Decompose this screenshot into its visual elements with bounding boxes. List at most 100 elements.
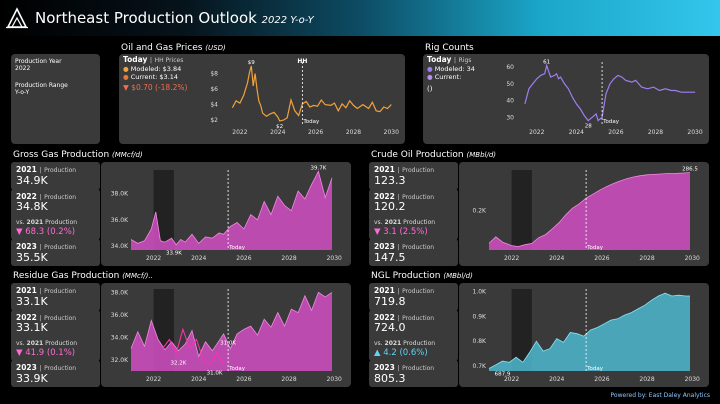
prices-current-row: ● Current: $3.14 xyxy=(123,73,187,81)
crude_oil-change-arrow-icon: ▼ xyxy=(374,227,381,237)
crude_oil-2022-prod-label: Production xyxy=(402,194,435,201)
header-bar: Northeast Production Outlook 2022 Y-o-Y xyxy=(0,0,720,36)
rigs-chart[interactable]: 30 40 50 60 2022 2024 2026 2028 2030 Today 61 28 xyxy=(503,56,707,142)
crude_oil-chart[interactable]: 0.2K 2022 2024 2026 2028 2030 Today 286.5 xyxy=(461,164,707,264)
prices-line xyxy=(231,65,392,122)
gross_gas-2022-header: 2022 | Production xyxy=(16,192,77,201)
ngl-2022-header: 2022 | Production xyxy=(374,313,435,322)
crude_oil-2023-year: 2023 xyxy=(374,242,395,251)
production-year-value: 2022 xyxy=(15,65,31,72)
crude_oil-ytick-label: 0.2K xyxy=(473,207,488,214)
production-year-filter[interactable]: Production Year 2022 xyxy=(15,58,62,72)
ngl-chart[interactable]: 0.7K 0.8K 0.9K 1.0K 2022 2024 2026 2028 2030 Toda… xyxy=(461,285,707,385)
gross_gas-annotation: 33.9K xyxy=(166,250,182,256)
ngl-unit: (MBbl/d) xyxy=(443,272,473,280)
gross_gas-chart[interactable]: 34.0K 36.0K 38.0K 2022 2024 2026 2028 2030 Today… xyxy=(103,164,349,264)
current-dot-icon: ● xyxy=(123,73,129,81)
residue_gas-xtick-label: 2026 xyxy=(236,376,251,383)
rigs-current: Current: xyxy=(434,73,462,81)
crude_oil-2021-card: 2021 | Production 123.3 xyxy=(369,162,458,190)
gross_gas-title: Gross Gas Production xyxy=(13,150,110,160)
ngl-2021-card: 2021 | Production 719.8 xyxy=(369,283,458,311)
ngl-2023-prod-label: Production xyxy=(402,365,435,372)
gross_gas-2022-card: 2022 | Production 34.8K vs. 2021 Product… xyxy=(11,189,100,240)
prices-ytick-label: $2 xyxy=(210,117,218,124)
prices-legend: Today | HH Prices ● Modeled: $3.84 ● Cur… xyxy=(123,56,187,92)
gross_gas-vs-prefix: vs. xyxy=(16,219,25,226)
production-range-filter[interactable]: Production Range Y-o-Y xyxy=(15,82,68,96)
residue_gas-2022-year: 2022 xyxy=(16,313,37,322)
gross_gas-2022-value: 34.8K xyxy=(16,200,48,213)
gross_gas-xtick-label: 2026 xyxy=(236,255,251,262)
residue_gas-vs-year: 2021 xyxy=(26,340,44,347)
rigs-panel: Today | Rigs ● Modeled: 34 ● Current: ()… xyxy=(423,54,709,144)
ngl-2021-value: 719.8 xyxy=(374,295,406,308)
prices-section-title: Oil and Gas Prices (USD) xyxy=(121,43,226,54)
prices-today-label: Today xyxy=(123,55,148,64)
prices-series-label: HH Prices xyxy=(154,57,184,64)
crude_oil-chart-panel: 0.2K 2022 2024 2026 2028 2030 Today 286.5 xyxy=(459,162,709,266)
prices-modeled: Modeled: $3.84 xyxy=(130,65,182,73)
crude_oil-title: Crude Oil Production xyxy=(371,150,464,160)
crude_oil-today-tag: Today xyxy=(586,245,604,251)
prices-xtick-label: 2026 xyxy=(308,129,323,136)
prices-unit: (USD) xyxy=(205,44,226,52)
ngl-2023-card: 2023 | Production 805.3 xyxy=(369,360,458,387)
gross_gas-line xyxy=(130,170,333,246)
residue_gas-2021-prod-label: Production xyxy=(44,288,77,295)
modeled-dot-icon: ● xyxy=(123,65,129,73)
down-arrow-icon: ▼ xyxy=(123,83,129,92)
gross_gas-2022-prod-label: Production xyxy=(44,194,77,201)
residue_gas-annotation: 31.0K xyxy=(207,371,223,377)
crude_oil-change-row: ▼ 3.1 (2.5%) xyxy=(374,227,428,237)
crude_oil-annotation: 286.5 xyxy=(682,167,698,173)
gross_gas-xtick-label: 2022 xyxy=(146,255,161,262)
residue_gas-ytick-label: 36.0K xyxy=(111,312,129,319)
ngl-ytick-label: 1.0K xyxy=(473,288,488,295)
gross_gas-annotation: 39.7K xyxy=(310,165,326,171)
ngl-change-arrow-icon: ▲ xyxy=(374,348,381,358)
prices-today-tag: Today xyxy=(302,119,320,125)
residue_gas-secondary-line xyxy=(162,327,225,366)
prices-modeled-row: ● Modeled: $3.84 xyxy=(123,65,187,73)
residue_gas-xtick-label: 2030 xyxy=(327,376,342,383)
ngl-2021-year: 2021 xyxy=(374,286,395,295)
residue_gas-2023-header: 2023 | Production xyxy=(16,363,77,372)
rigs-modeled: Modeled: 34 xyxy=(434,65,475,73)
rigs-today-label: Today xyxy=(427,55,452,64)
crude_oil-shade-region xyxy=(511,170,532,250)
residue_gas-chart[interactable]: 32.0K 34.0K 36.0K 38.0K 2022 2024 2026 2028 2030… xyxy=(103,285,349,385)
ngl-line xyxy=(488,292,690,369)
ngl-title: NGL Production xyxy=(371,271,441,281)
ngl-area xyxy=(489,293,690,371)
crude_oil-2023-value: 147.5 xyxy=(374,251,406,264)
residue_gas-line xyxy=(130,291,333,358)
rigs-xtick-label: 2026 xyxy=(608,129,623,136)
rigs-title: Rig Counts xyxy=(425,43,474,53)
crude_oil-xtick-label: 2024 xyxy=(549,255,564,262)
crude_oil-unit: (MBbl/d) xyxy=(466,151,497,159)
crude_oil-2023-prod-label: Production xyxy=(402,244,435,251)
gross_gas-ytick-label: 38.0K xyxy=(111,191,129,198)
residue_gas-xtick-label: 2022 xyxy=(146,376,161,383)
ngl-vs-prod-label: Production xyxy=(403,340,436,347)
gross_gas-2023-value: 35.5K xyxy=(16,251,48,264)
rigs-xtick-label: 2024 xyxy=(569,129,584,136)
rigs-today-tag: Today xyxy=(602,119,620,125)
ngl-xtick-label: 2026 xyxy=(594,376,609,383)
ngl-section-title: NGL Production (MBbl/d) xyxy=(371,271,473,282)
gross_gas-vs-year: 2021 xyxy=(26,219,44,226)
crude_oil-2021-year: 2021 xyxy=(374,165,395,174)
ngl-2022-card: 2022 | Production 724.0 vs. 2021 Product… xyxy=(369,310,458,361)
rigs-ytick-label: 40 xyxy=(506,98,514,105)
ngl-change: 4.2 (0.6%) xyxy=(383,348,428,358)
gross_gas-change: 68.3 (0.2%) xyxy=(25,227,76,237)
logo-icon xyxy=(6,7,28,29)
residue_gas-ytick-label: 34.0K xyxy=(111,334,129,341)
crude_oil-change: 3.1 (2.5%) xyxy=(383,227,428,237)
gross_gas-2023-year: 2023 xyxy=(16,242,37,251)
prices-chart[interactable]: $2 $4 $6 $8 2022 2024 2026 2028 2030 Today HH $9 $2 xyxy=(199,56,403,142)
crude_oil-xtick-label: 2026 xyxy=(594,255,609,262)
crude_oil-2021-prod-label: Production xyxy=(402,167,435,174)
prices-ytick-label: $8 xyxy=(210,71,218,78)
